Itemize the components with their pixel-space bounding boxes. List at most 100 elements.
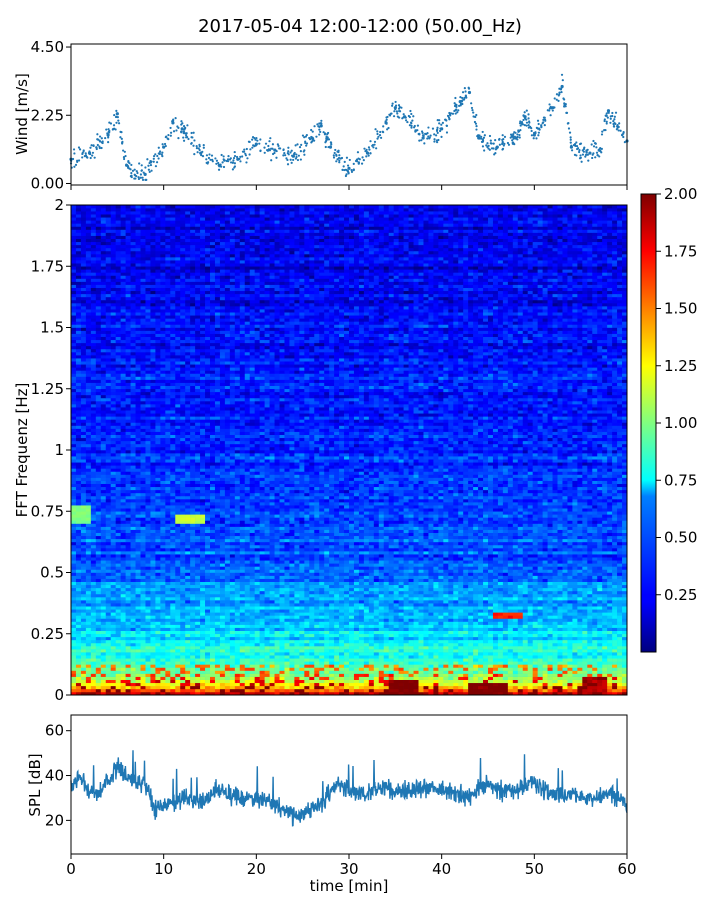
spectrogram-cell (284, 667, 290, 671)
spectrogram-cell (527, 658, 533, 662)
spectrogram-cell (398, 673, 404, 677)
wind-point (528, 120, 531, 123)
wind-point (129, 174, 132, 178)
spectrogram-cell (393, 682, 399, 687)
spectrogram-cell (185, 685, 191, 690)
spectrogram-cell (264, 630, 270, 635)
spectrogram-cell (502, 593, 509, 598)
spectrogram-cell (110, 636, 116, 641)
spectrogram-cell (468, 652, 474, 656)
spectrogram-cell (557, 646, 563, 650)
spectrogram-cell (443, 682, 449, 687)
spectrogram-cell (492, 618, 499, 622)
spectrogram-cell (483, 597, 489, 601)
spectrogram-cell (547, 661, 553, 665)
wind-point (520, 122, 524, 126)
spectrogram-cell (522, 649, 529, 653)
spectrogram-cell (319, 639, 325, 644)
spectrogram-cell (353, 682, 360, 687)
spectrogram-cell (418, 633, 424, 638)
spectrogram-cell (289, 630, 295, 635)
spectrogram-cell (224, 639, 231, 644)
spectrogram-cell (254, 597, 260, 601)
spectrogram-cell (587, 587, 593, 592)
spectrogram-cell (393, 593, 399, 598)
spectrogram-cell (358, 682, 365, 687)
wind-point (488, 148, 491, 151)
spectrogram-cell (254, 627, 260, 631)
spectrogram-cell (438, 652, 444, 656)
spectrogram-cell (413, 612, 419, 616)
wind-point (84, 154, 88, 157)
wind-point (338, 159, 341, 162)
spectrogram-cell (483, 624, 489, 628)
spectrogram-cell (175, 618, 181, 622)
spectrogram-cell (175, 633, 181, 638)
spectrogram-cell (453, 673, 459, 677)
spectrogram-cell (180, 670, 186, 674)
spectrogram-cell (388, 606, 394, 610)
spectrogram-cell (249, 612, 255, 616)
spectrogram-cell (200, 688, 206, 693)
spectrogram-cell (428, 649, 434, 653)
spectrogram-cell (423, 587, 429, 592)
spectrogram-cell (205, 606, 211, 610)
wind-point (561, 79, 564, 82)
spectrogram-cell (75, 609, 82, 613)
spectrogram-cell (155, 627, 161, 631)
spectrogram-cell (383, 679, 390, 684)
spectrogram-cell (383, 624, 390, 628)
spectrogram-cell (140, 652, 146, 656)
spectrogram-cell (433, 639, 439, 644)
spectrogram-cell (190, 609, 196, 613)
spectrogram-cell (264, 624, 270, 628)
spectrogram-cell (468, 673, 474, 677)
spectrogram-cell (612, 646, 618, 650)
wind-point (451, 112, 455, 115)
spectrogram-cell (552, 670, 558, 674)
spectrogram-cell (75, 673, 82, 677)
spectrogram-cell (264, 639, 270, 644)
wind-point (215, 162, 218, 165)
spectrogram-cell (95, 615, 102, 619)
spectrogram-cell (294, 679, 300, 684)
spectrogram-cell (224, 682, 231, 687)
spectrogram-cell (185, 615, 191, 619)
spectrogram-cell (473, 652, 479, 656)
spectrogram-cell (80, 664, 87, 668)
spectrogram-cell (502, 676, 509, 680)
spectrogram-cell (368, 612, 375, 616)
spectrogram-cell (433, 646, 439, 650)
spectrogram-cell (542, 606, 548, 610)
spectrogram-cell (244, 655, 251, 659)
spectrogram-cell (363, 615, 370, 619)
spectrogram-cell (274, 627, 280, 631)
wind-point (552, 106, 555, 109)
spectrogram-cell (562, 658, 568, 662)
spectrogram-cell (284, 587, 290, 592)
spectrogram-cell (269, 618, 275, 622)
spectrogram-cell (155, 676, 161, 680)
wind-point (325, 138, 328, 141)
spectrogram-cell (557, 633, 563, 638)
wind-point (146, 158, 149, 161)
spectrogram-cell (617, 621, 623, 625)
spectrogram-cell (547, 642, 553, 647)
spectrogram-cell (100, 621, 107, 625)
spectrogram-cell (532, 633, 538, 638)
spectrogram-cell (408, 624, 414, 628)
spectrogram-cell (239, 679, 246, 684)
spectrogram-cell (71, 603, 77, 607)
spectrogram-cell (95, 587, 102, 592)
wind-point (412, 115, 415, 118)
spectrogram-cell (363, 691, 370, 696)
spectrogram-cell (254, 664, 260, 668)
spectrogram-cell (428, 587, 434, 592)
spectrogram-cell (517, 636, 524, 641)
spectrogram-cell (537, 593, 543, 598)
spectrogram-cell (403, 630, 409, 635)
spectrogram-cell (572, 649, 578, 653)
spectrogram-cell (80, 633, 87, 638)
spectrogram-cell (125, 679, 131, 684)
spectrogram-cell (368, 593, 375, 598)
